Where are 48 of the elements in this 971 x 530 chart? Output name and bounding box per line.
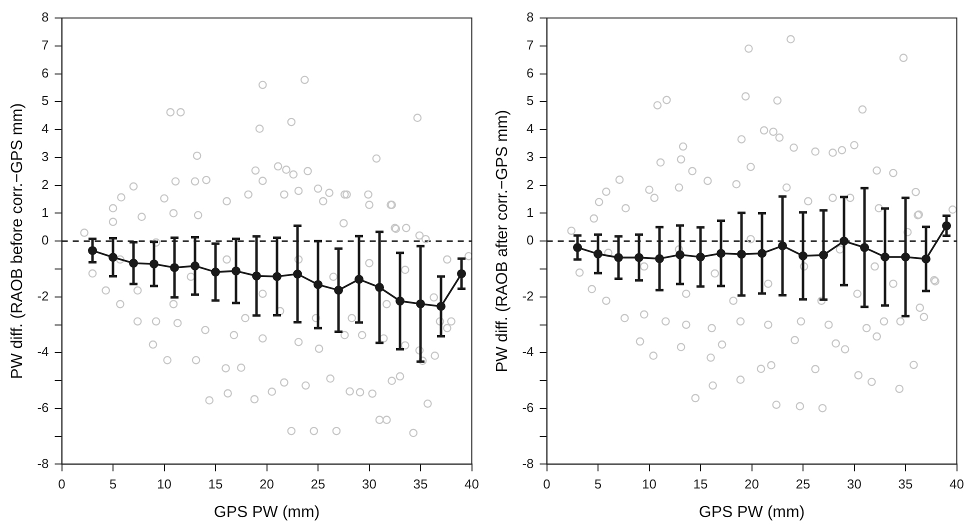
- x-tick-label: 25: [796, 476, 810, 492]
- y-tick-label: -2: [522, 288, 534, 304]
- x-tick-label: 20: [260, 476, 274, 492]
- y-tick-label: -8: [522, 456, 534, 471]
- y-tick-label: 1: [526, 204, 534, 220]
- y-tick-label: 6: [42, 65, 49, 80]
- y-tick-label: -4: [522, 344, 534, 360]
- x-tick-label: 20: [744, 476, 759, 492]
- y-tick-label: 5: [42, 93, 49, 108]
- y-tick-label: -6: [522, 400, 534, 416]
- y-tick-label: 0: [42, 232, 49, 248]
- x-tick-label: 35: [898, 476, 913, 492]
- y-tick-label: 4: [42, 121, 49, 136]
- y-axis-title: PW diff. (RAOB before corr.−GPS mm): [9, 103, 26, 379]
- y-tick-label: -6: [37, 400, 49, 416]
- y-tick-label: -2: [37, 288, 49, 304]
- x-tick-label: 5: [594, 476, 602, 492]
- y-tick-label: 3: [526, 149, 534, 164]
- y-tick-label: 6: [526, 65, 534, 80]
- y-tick-label: 7: [42, 37, 49, 52]
- x-tick-label: 15: [693, 476, 708, 492]
- y-axis-title: PW diff. (RAOB after corr.−GPS mm): [494, 110, 512, 372]
- x-axis-title: GPS PW (mm): [698, 504, 805, 521]
- x-tick-label: 10: [157, 476, 172, 492]
- y-tick-label: 3: [42, 149, 49, 164]
- y-tick-label: 4: [526, 121, 534, 136]
- x-tick-label: 10: [642, 476, 656, 492]
- x-tick-label: 30: [362, 476, 376, 492]
- y-tick-label: 7: [526, 37, 534, 52]
- x-tick-label: 40: [950, 476, 964, 492]
- x-tick-label: 40: [464, 476, 480, 492]
- x-tick-label: 0: [543, 476, 550, 492]
- x-tick-label: 25: [310, 476, 326, 492]
- x-tick-label: 15: [208, 476, 223, 492]
- y-tick-label: 1: [42, 204, 49, 220]
- y-tick-label: 8: [42, 10, 49, 25]
- x-axis-title: GPS PW (mm): [214, 504, 320, 521]
- x-tick-label: 30: [847, 476, 862, 492]
- x-tick-label: 0: [58, 476, 66, 492]
- y-tick-label: 8: [526, 10, 534, 25]
- y-tick-label: 5: [526, 93, 534, 108]
- y-tick-label: 0: [526, 232, 534, 248]
- x-tick-label: 5: [109, 476, 117, 492]
- y-tick-label: -4: [37, 344, 49, 360]
- y-tick-label: 2: [42, 176, 49, 192]
- x-tick-label: 35: [413, 476, 428, 492]
- y-tick-label: 2: [526, 176, 534, 192]
- y-tick-label: -8: [37, 456, 49, 471]
